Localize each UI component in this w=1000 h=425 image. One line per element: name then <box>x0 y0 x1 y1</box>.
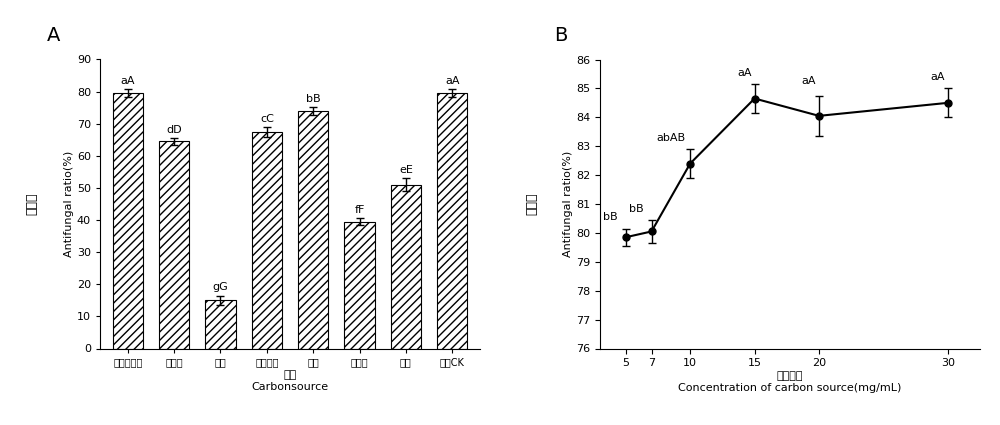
Text: A: A <box>47 26 60 45</box>
Text: aA: aA <box>801 76 816 85</box>
Text: cC: cC <box>260 114 274 124</box>
Text: bB: bB <box>629 204 643 213</box>
Text: dD: dD <box>166 125 182 135</box>
Y-axis label: Antifungal ratio(%): Antifungal ratio(%) <box>64 151 74 257</box>
X-axis label: 碗源浓度
Concentration of carbon source(mg/mL): 碗源浓度 Concentration of carbon source(mg/m… <box>678 371 902 393</box>
Bar <box>113 93 143 348</box>
X-axis label: 碗源
Carbonsource: 碗源 Carbonsource <box>251 370 329 392</box>
Bar <box>391 185 421 348</box>
Bar <box>252 132 282 348</box>
Text: 抑菌率: 抑菌率 <box>25 193 38 215</box>
Text: abAB: abAB <box>656 133 685 143</box>
Text: bB: bB <box>306 94 320 104</box>
Text: aA: aA <box>445 76 459 86</box>
Text: fF: fF <box>354 205 365 215</box>
Text: eE: eE <box>399 165 413 175</box>
Bar <box>205 300 236 348</box>
Text: bB: bB <box>603 212 618 222</box>
Bar <box>159 142 189 348</box>
Text: aA: aA <box>737 68 752 78</box>
Text: gG: gG <box>213 282 228 292</box>
Y-axis label: Antifungal ratio(%): Antifungal ratio(%) <box>563 151 573 257</box>
Text: aA: aA <box>121 76 135 86</box>
Text: B: B <box>554 26 568 45</box>
Bar <box>437 93 467 348</box>
Text: aA: aA <box>930 72 945 82</box>
Bar <box>298 111 328 348</box>
Bar <box>344 222 375 348</box>
Text: 抑菌率: 抑菌率 <box>525 193 538 215</box>
